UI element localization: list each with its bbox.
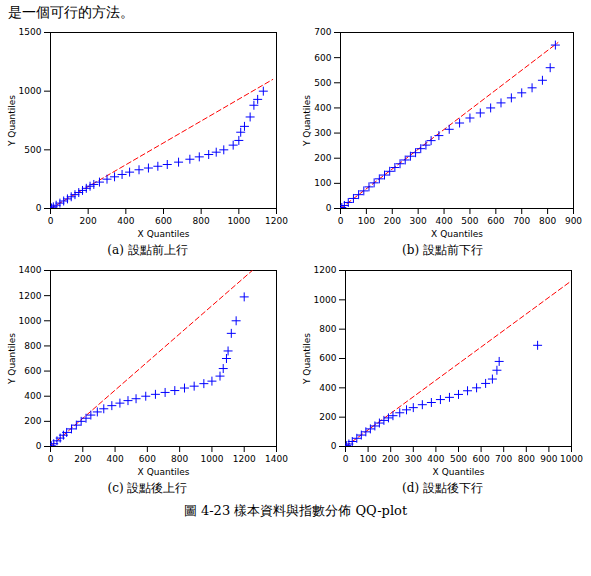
svg-text:X Quantiles: X Quantiles [138, 229, 190, 239]
svg-text:Y Quantiles: Y Quantiles [7, 95, 17, 147]
svg-text:400: 400 [106, 454, 123, 464]
svg-text:900: 900 [540, 454, 557, 464]
svg-text:0: 0 [343, 454, 349, 464]
svg-text:X Quantiles: X Quantiles [138, 467, 190, 477]
svg-text:0: 0 [331, 441, 337, 451]
svg-text:100: 100 [358, 216, 375, 226]
svg-text:0: 0 [36, 441, 42, 451]
svg-text:800: 800 [319, 324, 336, 334]
html-text:(c) 設點後上行: (c) 設點後上行 [107, 481, 188, 495]
svg-text:1000: 1000 [19, 316, 42, 326]
svg-text:X Quantiles: X Quantiles [431, 229, 483, 239]
svg-text:0: 0 [48, 454, 54, 464]
svg-text:600: 600 [24, 366, 41, 376]
svg-text:1200: 1200 [314, 265, 337, 275]
svg-text:500: 500 [450, 454, 467, 464]
svg-text:900: 900 [565, 216, 582, 226]
svg-text:100: 100 [314, 178, 331, 188]
svg-text:400: 400 [314, 103, 331, 113]
svg-text:200: 200 [384, 216, 401, 226]
html-text:(a) 設點前上行: (a) 設點前上行 [107, 243, 188, 257]
svg-text:300: 300 [405, 454, 422, 464]
svg-text:500: 500 [461, 216, 478, 226]
svg-text:600: 600 [319, 353, 336, 363]
svg-text:Y Quantiles: Y Quantiles [302, 333, 312, 385]
svg-text:800: 800 [518, 454, 535, 464]
svg-text:600: 600 [139, 454, 156, 464]
svg-text:200: 200 [314, 153, 331, 163]
html-text:是一個可行的方法。: 是一個可行的方法。 [8, 4, 134, 20]
svg-text:1000: 1000 [560, 454, 583, 464]
svg-text:Y Quantiles: Y Quantiles [7, 333, 17, 385]
svg-text:600: 600 [473, 454, 490, 464]
svg-text:300: 300 [314, 128, 331, 138]
svg-text:X Quantiles: X Quantiles [433, 467, 485, 477]
svg-text:600: 600 [155, 216, 172, 226]
svg-text:1400: 1400 [265, 454, 288, 464]
svg-text:700: 700 [513, 216, 530, 226]
svg-text:200: 200 [24, 416, 41, 426]
svg-text:1200: 1200 [233, 454, 256, 464]
svg-text:1000: 1000 [200, 454, 223, 464]
svg-text:1000: 1000 [314, 295, 337, 305]
svg-text:800: 800 [171, 454, 188, 464]
svg-text:400: 400 [435, 216, 452, 226]
svg-text:700: 700 [314, 27, 331, 37]
svg-text:300: 300 [410, 216, 427, 226]
svg-text:400: 400 [427, 454, 444, 464]
svg-text:700: 700 [495, 454, 512, 464]
html-text:圖 4-23 樣本資料與指數分佈 QQ-plot: 圖 4-23 樣本資料與指數分佈 QQ-plot [183, 503, 408, 518]
svg-text:200: 200 [80, 216, 97, 226]
svg-text:800: 800 [24, 341, 41, 351]
html-text:(b) 設點前下行: (b) 設點前下行 [402, 243, 483, 257]
svg-text:1000: 1000 [19, 86, 42, 96]
svg-text:200: 200 [382, 454, 399, 464]
svg-text:400: 400 [319, 383, 336, 393]
svg-text:600: 600 [314, 53, 331, 63]
svg-text:200: 200 [319, 412, 336, 422]
svg-text:100: 100 [360, 454, 377, 464]
svg-text:500: 500 [314, 78, 331, 88]
html-text:(d) 設點後下行: (d) 設點後下行 [402, 481, 483, 495]
svg-text:Y Quantiles: Y Quantiles [302, 95, 312, 147]
svg-text:1200: 1200 [19, 291, 42, 301]
svg-text:200: 200 [74, 454, 91, 464]
svg-text:1200: 1200 [265, 216, 288, 226]
svg-text:400: 400 [117, 216, 134, 226]
svg-text:400: 400 [24, 391, 41, 401]
svg-text:1400: 1400 [19, 265, 42, 275]
svg-text:0: 0 [326, 203, 332, 213]
svg-text:1500: 1500 [19, 27, 42, 37]
svg-text:0: 0 [338, 216, 344, 226]
svg-text:1000: 1000 [227, 216, 250, 226]
svg-text:800: 800 [539, 216, 556, 226]
svg-text:0: 0 [48, 216, 54, 226]
svg-text:500: 500 [24, 145, 41, 155]
svg-text:800: 800 [193, 216, 210, 226]
svg-text:0: 0 [36, 203, 42, 213]
svg-text:600: 600 [487, 216, 504, 226]
